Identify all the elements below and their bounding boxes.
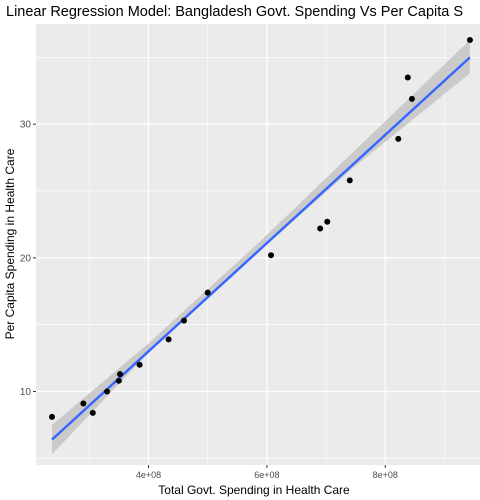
data-point [80, 400, 87, 407]
x-axis-ticks: 4e+08 6e+08 8e+08 [136, 465, 398, 480]
data-point [268, 252, 275, 259]
data-point [117, 371, 124, 378]
x-tick-label: 6e+08 [254, 470, 279, 480]
y-axis-label: Per Capita Spending in Health Care [3, 148, 17, 339]
data-point [346, 177, 353, 184]
data-point [324, 218, 331, 225]
data-point [48, 413, 55, 420]
data-point [181, 317, 187, 324]
data-point [466, 37, 473, 44]
data-point [408, 95, 415, 102]
data-point [136, 361, 143, 368]
y-tick-label: 10 [20, 387, 32, 398]
data-point [104, 388, 111, 395]
data-points [48, 37, 473, 420]
x-tick-label: 8e+08 [373, 470, 398, 480]
minor-gridlines [36, 24, 480, 465]
data-point [404, 74, 411, 81]
data-point [317, 225, 324, 232]
y-axis-ticks: 10 20 30 [20, 120, 36, 398]
y-tick-label: 30 [20, 120, 32, 131]
data-point [165, 336, 172, 343]
chart-title: Linear Regression Model: Bangladesh Govt… [6, 4, 463, 20]
data-point [89, 409, 96, 416]
data-point [204, 289, 211, 296]
data-point [395, 135, 402, 142]
x-tick-label: 4e+08 [136, 470, 161, 480]
x-axis-label: Total Govt. Spending in Health Care [158, 483, 350, 497]
y-tick-label: 20 [20, 253, 32, 264]
data-point [115, 377, 122, 384]
